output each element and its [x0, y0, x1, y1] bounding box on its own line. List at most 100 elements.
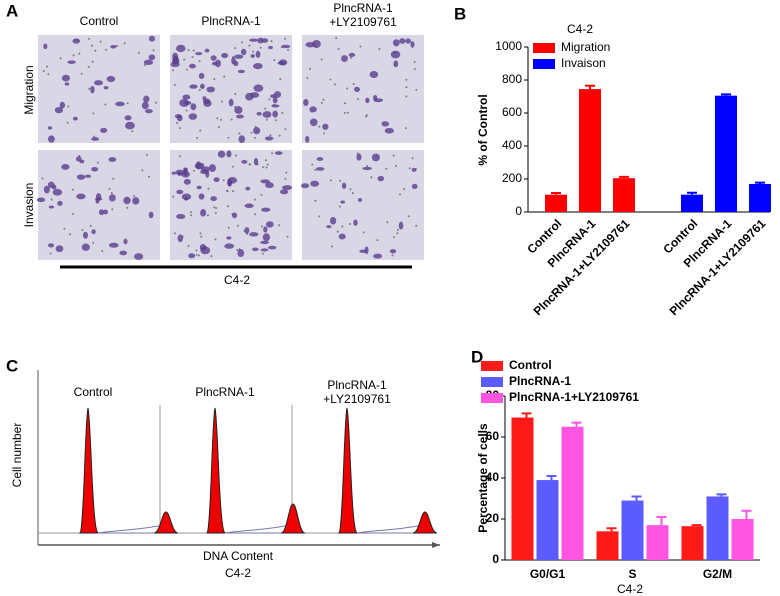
cell — [213, 206, 216, 209]
column-label: +LY2109761 — [323, 392, 391, 406]
cell — [385, 167, 388, 170]
cell — [202, 98, 211, 104]
cell — [232, 56, 235, 59]
cell — [206, 214, 209, 217]
cell — [365, 115, 368, 118]
cell — [414, 167, 417, 170]
g2-peak — [153, 511, 179, 534]
s-phase — [224, 525, 301, 534]
cell — [59, 57, 62, 60]
cell — [47, 243, 55, 248]
cell — [125, 121, 135, 130]
cell — [392, 236, 395, 239]
panel-letter: A — [6, 1, 18, 20]
cell — [340, 200, 346, 204]
cell — [281, 111, 284, 114]
bar — [731, 519, 754, 560]
cell — [98, 209, 105, 216]
cell — [199, 129, 202, 132]
cell — [271, 104, 280, 108]
y-tick-label: 600 — [502, 105, 522, 119]
cell — [309, 67, 312, 70]
cell — [119, 250, 128, 256]
micrograph — [38, 150, 160, 260]
error-bar — [631, 495, 642, 501]
cell — [346, 111, 349, 114]
cell — [43, 43, 48, 50]
cell — [377, 175, 385, 182]
cell — [339, 179, 342, 182]
cell — [208, 164, 217, 172]
cell — [352, 83, 355, 86]
caption: C4-2 — [224, 273, 250, 287]
cell — [350, 56, 353, 59]
cell — [183, 178, 191, 185]
column-label: Control — [74, 385, 113, 399]
flow-histograms — [37, 370, 440, 548]
error-bar — [721, 93, 731, 96]
cell — [318, 125, 321, 128]
cell — [36, 197, 46, 203]
cell — [264, 107, 267, 110]
cell — [47, 126, 53, 130]
cell — [133, 194, 136, 197]
cell — [99, 40, 102, 43]
cell — [214, 238, 217, 241]
cell — [370, 176, 373, 179]
cell — [275, 151, 283, 155]
cell — [215, 59, 221, 68]
legend-swatch — [481, 393, 503, 403]
cell — [171, 171, 176, 175]
cell — [348, 52, 356, 58]
cell — [230, 118, 233, 121]
cell — [381, 121, 390, 127]
cell — [232, 190, 235, 193]
cell — [198, 88, 201, 91]
cell — [196, 136, 199, 139]
cell — [415, 88, 418, 91]
cell — [198, 193, 205, 200]
cell — [198, 60, 201, 63]
cell — [181, 235, 184, 238]
cell — [392, 39, 400, 47]
cell — [236, 249, 239, 252]
cell — [353, 219, 358, 226]
cell — [195, 52, 203, 56]
cell — [105, 48, 108, 51]
error-bar — [755, 181, 765, 184]
cell — [190, 211, 193, 214]
cell — [256, 111, 262, 116]
error-bar — [741, 509, 752, 519]
cell — [172, 69, 175, 72]
cell — [81, 243, 90, 251]
cell — [322, 123, 329, 130]
cell — [269, 134, 272, 137]
y-tick-label: 0 — [492, 552, 499, 566]
cell — [91, 167, 99, 172]
cell — [182, 94, 191, 100]
cell — [394, 165, 397, 168]
cell — [88, 37, 91, 40]
y-tick-label: 200 — [502, 171, 522, 185]
cell — [253, 127, 261, 135]
cell — [69, 233, 72, 236]
cell — [333, 83, 336, 86]
cell — [204, 48, 210, 53]
cell — [284, 128, 287, 131]
cell — [231, 212, 238, 219]
cell — [123, 42, 126, 45]
cell — [396, 228, 399, 231]
cell — [220, 100, 223, 103]
cell — [273, 59, 276, 62]
cell — [214, 211, 217, 214]
cell — [279, 78, 282, 81]
cell — [337, 47, 340, 50]
g2-peak — [412, 511, 438, 534]
cell — [262, 233, 271, 242]
cell — [366, 164, 369, 167]
cell — [106, 75, 116, 83]
cell — [66, 121, 69, 124]
cell — [126, 206, 129, 209]
cell — [234, 54, 244, 59]
g1-peak — [337, 407, 358, 534]
